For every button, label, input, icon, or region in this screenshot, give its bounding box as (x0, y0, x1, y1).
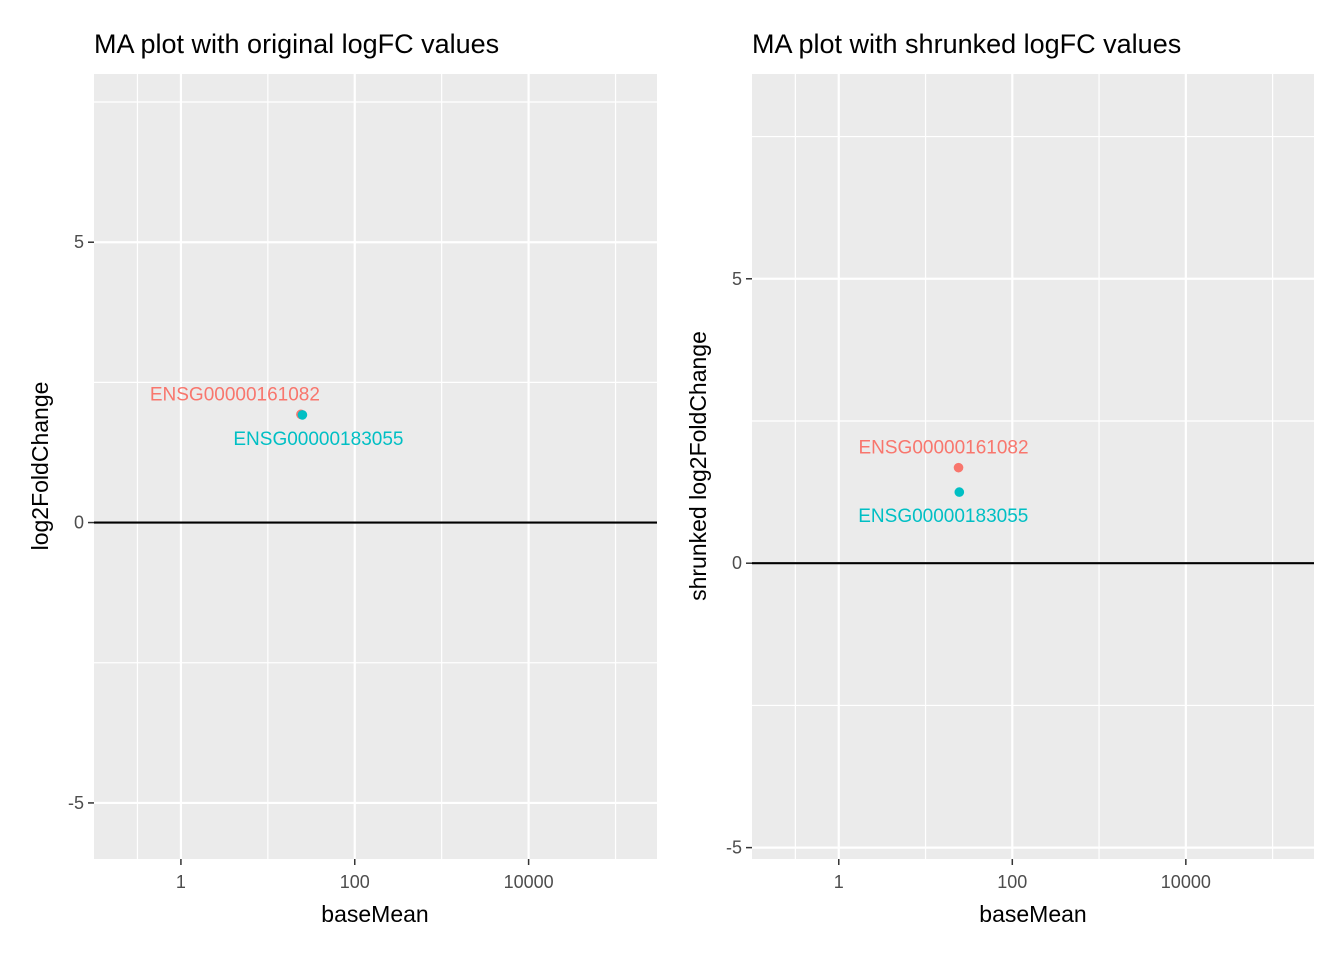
plot-title: MA plot with original logFC values (94, 29, 499, 59)
y-axis-title: shrunked log2FoldChange (685, 331, 711, 601)
x-axis-ticks: 1 100 10000 (176, 859, 554, 892)
point-labels: ENSG00000161082 ENSG00000183055 (858, 438, 1028, 527)
plot-area (752, 74, 1314, 859)
y-axis-ticks: -5 0 5 (726, 269, 752, 858)
x-axis-title: baseMean (321, 901, 428, 927)
y-axis-title: log2FoldChange (27, 382, 53, 551)
y-axis-ticks: -5 0 5 (68, 232, 94, 813)
data-point (954, 487, 965, 497)
point-label: ENSG00000183055 (858, 506, 1028, 527)
plot-title: MA plot with shrunked logFC values (752, 29, 1181, 59)
x-tick-label: 100 (340, 872, 370, 892)
y-tick-label: -5 (68, 793, 84, 813)
data-points (296, 409, 308, 420)
minor-gridlines (94, 74, 657, 859)
y-tick-label: -5 (726, 838, 742, 858)
plot-area (94, 74, 657, 859)
point-label: ENSG00000161082 (858, 438, 1028, 459)
point-labels: ENSG00000161082 ENSG00000183055 (150, 384, 404, 450)
y-tick-label: 0 (732, 553, 742, 573)
data-points (953, 462, 965, 497)
ma-plot-original: MA plot with original logFC values -505 … (27, 29, 657, 927)
y-tick-label: 5 (732, 269, 742, 289)
x-axis-title: baseMean (979, 901, 1086, 927)
x-tick-label: 100 (997, 872, 1027, 892)
x-tick-label: 1 (834, 872, 844, 892)
y-tick-label: 0 (74, 513, 84, 533)
x-axis-ticks: 1 100 10000 (834, 859, 1211, 892)
ma-plot-shrunked: MA plot with shrunked logFC values -505 … (685, 29, 1314, 927)
y-tick-label: 5 (74, 232, 84, 252)
point-label: ENSG00000161082 (150, 384, 320, 405)
point-label: ENSG00000183055 (233, 429, 403, 450)
x-tick-label: 10000 (504, 872, 554, 892)
minor-gridlines (752, 74, 1314, 859)
data-point (953, 462, 964, 473)
x-tick-label: 10000 (1161, 872, 1211, 892)
data-point (297, 410, 308, 420)
x-tick-label: 1 (176, 872, 186, 892)
